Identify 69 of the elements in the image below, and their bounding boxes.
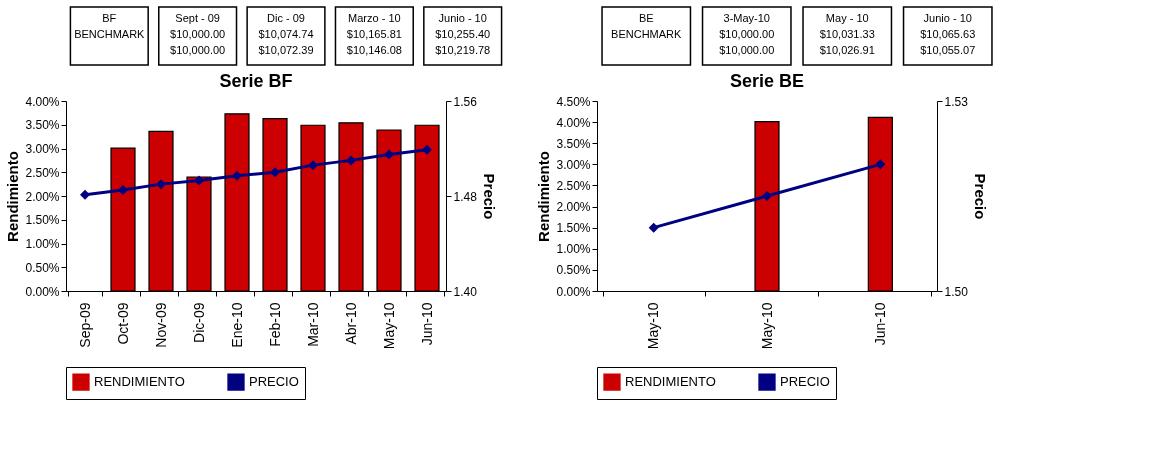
legend-label: PRECIO bbox=[249, 374, 299, 390]
y-tick-label: 2.50% bbox=[556, 178, 591, 193]
y-tick-label: 0.00% bbox=[556, 284, 591, 299]
y-tick-label: 1.00% bbox=[25, 237, 60, 251]
x-tick-label: Abr-10 bbox=[342, 302, 359, 345]
y-tick-label: 3.50% bbox=[556, 136, 591, 151]
point bbox=[346, 155, 356, 166]
text: Marzo - 10 $10,165.81 $10,146.08 bbox=[346, 12, 402, 56]
x-tick-label: Dic-09 bbox=[190, 302, 207, 343]
legend-label: RENDIMIENTO bbox=[625, 374, 716, 390]
text: 3-May-10 $10,000.00 $10,000.00 bbox=[719, 12, 775, 56]
x-tick-label: Jun-10 bbox=[871, 302, 888, 346]
y-axis-title: Rendimiento bbox=[535, 151, 553, 242]
x-tick-label: Oct-09 bbox=[114, 302, 131, 345]
y-tick-label: 1.50% bbox=[556, 221, 591, 236]
text: Dic - 09 $10,074.74 $10,072.39 bbox=[258, 12, 314, 56]
text: BE BENCHMARK bbox=[611, 12, 683, 40]
text: Sept - 09 $10,000.00 $10,000.00 bbox=[170, 12, 226, 56]
y-tick-label: 1.50% bbox=[25, 213, 60, 228]
x-tick-label: May-10 bbox=[758, 302, 775, 350]
y-tick-label: 4.00% bbox=[556, 115, 591, 130]
point bbox=[80, 189, 90, 200]
y-tick-label: 3.00% bbox=[25, 142, 60, 156]
y2-axis-title: Precio bbox=[480, 173, 498, 220]
y-tick-label: 3.00% bbox=[556, 157, 591, 172]
x-tick-label: Mar-10 bbox=[304, 302, 321, 347]
point bbox=[422, 144, 432, 155]
y2-tick-label: 1.48 bbox=[453, 189, 478, 204]
x-tick-label: Feb-10 bbox=[266, 302, 283, 347]
y-tick-label: 4.50% bbox=[556, 94, 591, 109]
y2-axis-title: Precio bbox=[971, 173, 989, 220]
y-tick-label: 0.50% bbox=[25, 260, 60, 275]
text: Junio - 10 $10,065.63 $10,055.07 bbox=[920, 12, 976, 56]
legend-label: PRECIO bbox=[780, 374, 830, 390]
x-tick-label: Sep-09 bbox=[76, 302, 93, 348]
y2-tick-label: 1.56 bbox=[453, 94, 478, 109]
legend-label: RENDIMIENTO bbox=[94, 374, 185, 390]
point bbox=[118, 185, 128, 196]
point bbox=[308, 160, 318, 171]
x-tick-label: Ene-10 bbox=[228, 302, 245, 348]
y-tick-label: 2.00% bbox=[25, 189, 60, 204]
x-tick-label: May-10 bbox=[380, 302, 397, 350]
y2-tick-label: 1.50 bbox=[944, 284, 969, 299]
x-tick-label: Nov-09 bbox=[152, 302, 169, 348]
point bbox=[875, 159, 886, 170]
point bbox=[156, 179, 166, 190]
y-axis-title: Rendimiento bbox=[4, 151, 22, 242]
text: BF BENCHMARK bbox=[74, 12, 146, 40]
text: May - 10 $10,031.33 $10,026.91 bbox=[819, 12, 875, 56]
point bbox=[194, 175, 204, 186]
chart-title: Serie BE bbox=[729, 71, 805, 91]
x-tick-label: Jun-10 bbox=[418, 302, 435, 346]
text: Junio - 10 $10,255.40 $10,219.78 bbox=[435, 12, 491, 56]
y-tick-label: 2.50% bbox=[25, 165, 60, 180]
y-tick-label: 3.50% bbox=[25, 118, 60, 133]
y-tick-label: 2.00% bbox=[556, 200, 591, 215]
y-tick-label: 0.00% bbox=[25, 284, 60, 299]
y-tick-label: 4.00% bbox=[25, 94, 60, 109]
point bbox=[232, 170, 242, 181]
y-tick-label: 1.00% bbox=[556, 242, 591, 257]
x-tick-label: May-10 bbox=[645, 302, 662, 350]
point bbox=[384, 149, 394, 160]
point bbox=[270, 167, 280, 178]
y2-tick-label: 1.53 bbox=[944, 94, 969, 109]
point bbox=[648, 222, 659, 233]
point bbox=[762, 191, 772, 201]
chart-title: Serie BF bbox=[219, 71, 293, 91]
y2-tick-label: 1.40 bbox=[453, 284, 478, 299]
y-tick-label: 0.50% bbox=[556, 263, 591, 278]
